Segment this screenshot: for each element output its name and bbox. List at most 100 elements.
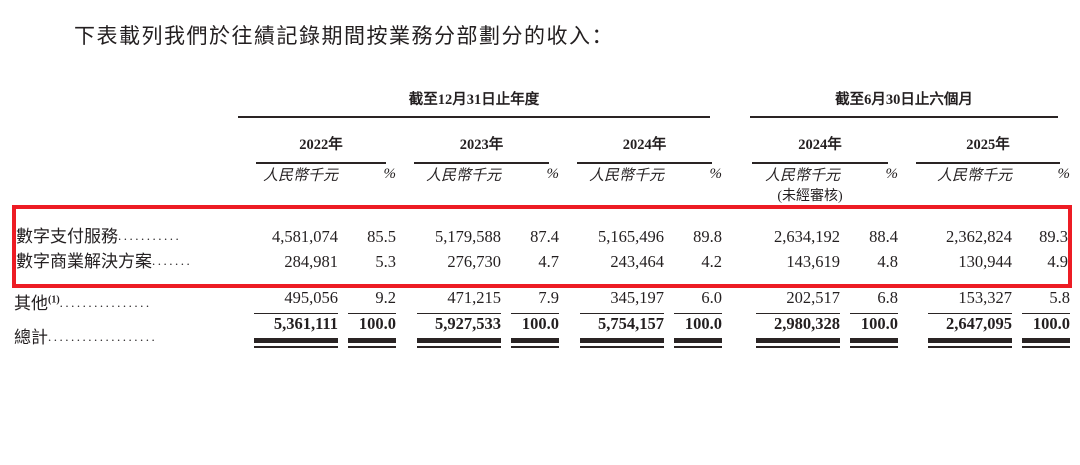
value-cell: 143,619 xyxy=(722,247,840,288)
page-title: 下表載列我們於往績記錄期間按業務分部劃分的收入： xyxy=(74,24,614,48)
percent-cell: 4.2 xyxy=(664,247,722,288)
dot-leader: ....... xyxy=(152,253,193,268)
unit-label: 人民幣千元 xyxy=(588,168,664,184)
cell-value: 87.4 xyxy=(530,227,559,246)
unaudited-row: (未經審核) xyxy=(14,185,1070,207)
percent-label: % xyxy=(546,166,560,182)
value-cell: 5,361,111 xyxy=(238,314,338,348)
value-cell: 130,944 xyxy=(898,247,1012,288)
percent-label: % xyxy=(885,166,899,182)
year-row: 2022年 2023年 2024年 2024年 2025年 xyxy=(14,118,1070,164)
value-cell: 5,927,533 xyxy=(396,314,501,348)
period-group-row: 截至12月31日止年度 截至6月30日止六個月 xyxy=(14,76,1070,118)
unit-label: 人民幣千元 xyxy=(936,168,1012,184)
percent-cell: 89.8 xyxy=(664,205,722,247)
year-2025-interim-cell: 2025年 xyxy=(898,118,1070,164)
percent-cell: 100.0 xyxy=(501,314,559,348)
row-label: 數字支付服務........... xyxy=(12,205,238,247)
cell-value: 5.8 xyxy=(1022,288,1070,314)
table-row: 數字商業解決方案....... 284,981 5.3 276,730 4.7 243,4… xyxy=(12,247,1072,288)
percent-cell: 89.3 xyxy=(1012,205,1072,247)
percent-cell: 4.8 xyxy=(840,247,898,288)
cell-value: 153,327 xyxy=(928,288,1012,314)
value-cell: 202,517 xyxy=(722,286,840,314)
percent-cell: 5.3 xyxy=(338,247,396,288)
cell-value: 130,944 xyxy=(958,252,1012,271)
percent-cell: 87.4 xyxy=(501,205,559,247)
year-2024-cell: 2024年 xyxy=(559,118,722,164)
value-cell: 5,754,157 xyxy=(559,314,664,348)
value-cell: 243,464 xyxy=(559,247,664,288)
value-cell: 5,165,496 xyxy=(559,205,664,247)
value-cell: 2,362,824 xyxy=(898,205,1012,247)
value-cell: 276,730 xyxy=(396,247,501,288)
dot-leader: ................ xyxy=(59,295,152,310)
cell-value: 6.0 xyxy=(674,288,722,314)
year-2023-cell: 2023年 xyxy=(396,118,559,164)
percent-cell: 6.0 xyxy=(664,286,722,314)
percent-cell: 88.4 xyxy=(840,205,898,247)
cell-value: 4.2 xyxy=(701,252,722,271)
row-label-text: 數字支付服務 xyxy=(16,227,118,246)
row-label: 其他(1)................ xyxy=(14,286,238,314)
cell-value: 5.3 xyxy=(375,252,396,271)
row-label-text: 總計 xyxy=(14,328,48,347)
cell-value: 100.0 xyxy=(511,314,559,348)
year-2023: 2023年 xyxy=(414,118,549,164)
percent-cell: 100.0 xyxy=(1012,314,1070,348)
cell-value: 85.5 xyxy=(367,227,396,246)
cell-value: 2,634,192 xyxy=(774,227,840,246)
percent-label: % xyxy=(383,166,397,182)
value-cell: 4,581,074 xyxy=(238,205,338,247)
year-2024: 2024年 xyxy=(577,118,712,164)
revenue-by-segment-table: 截至12月31日止年度 截至6月30日止六個月 2022年 2023年 2024… xyxy=(12,76,1072,348)
cell-value: 345,197 xyxy=(580,288,664,314)
dot-leader: ........... xyxy=(118,228,182,243)
percent-cell: 100.0 xyxy=(338,314,396,348)
year-2025-interim: 2025年 xyxy=(916,118,1060,164)
footnote-marker: (1) xyxy=(48,294,60,306)
label-column-spacer xyxy=(14,185,238,207)
period-group-interim: 截至6月30日止六個月 xyxy=(750,76,1058,118)
unit-label: 人民幣千元 xyxy=(262,168,338,184)
cell-value: 284,981 xyxy=(284,252,338,271)
unaudited-note: (未經審核) xyxy=(777,189,843,204)
value-cell: 345,197 xyxy=(559,286,664,314)
empty-cell xyxy=(898,185,1070,207)
row-label: 總計................... xyxy=(14,314,238,348)
value-cell: 153,327 xyxy=(898,286,1012,314)
cell-value: 495,056 xyxy=(254,288,338,314)
cell-value: 276,730 xyxy=(447,252,501,271)
cell-value: 202,517 xyxy=(756,288,840,314)
cell-value: 4.9 xyxy=(1047,252,1068,271)
cell-value: 89.8 xyxy=(693,227,722,246)
value-cell: 2,634,192 xyxy=(722,205,840,247)
cell-value: 9.2 xyxy=(348,288,396,314)
value-cell: 495,056 xyxy=(238,286,338,314)
label-column-spacer xyxy=(14,164,238,185)
cell-value: 7.9 xyxy=(511,288,559,314)
period-group-annual-cell: 截至12月31日止年度 xyxy=(238,76,722,118)
value-cell: 471,215 xyxy=(396,286,501,314)
table-body: 數字支付服務........... 4,581,074 85.5 5,179,588 8… xyxy=(12,205,1072,348)
cell-value: 5,179,588 xyxy=(435,227,501,246)
year-2024-interim: 2024年 xyxy=(752,118,888,164)
percent-cell: 100.0 xyxy=(840,314,898,348)
percent-cell: 5.8 xyxy=(1012,286,1070,314)
value-cell: 5,179,588 xyxy=(396,205,501,247)
cell-value: 4.7 xyxy=(538,252,559,271)
row-label: 數字商業解決方案....... xyxy=(12,247,238,288)
cell-value: 100.0 xyxy=(674,314,722,348)
year-2024-interim-cell: 2024年 xyxy=(722,118,898,164)
cell-value: 6.8 xyxy=(850,288,898,314)
cell-value: 5,165,496 xyxy=(598,227,664,246)
cell-value: 100.0 xyxy=(850,314,898,348)
cell-value: 471,215 xyxy=(417,288,501,314)
cell-value: 89.3 xyxy=(1039,227,1068,246)
cell-value: 143,619 xyxy=(786,252,840,271)
cell-value: 243,464 xyxy=(610,252,664,271)
cell-value: 2,980,328 xyxy=(756,314,840,348)
cell-value: 2,362,824 xyxy=(946,227,1012,246)
unit-label: 人民幣千元 xyxy=(764,168,840,184)
